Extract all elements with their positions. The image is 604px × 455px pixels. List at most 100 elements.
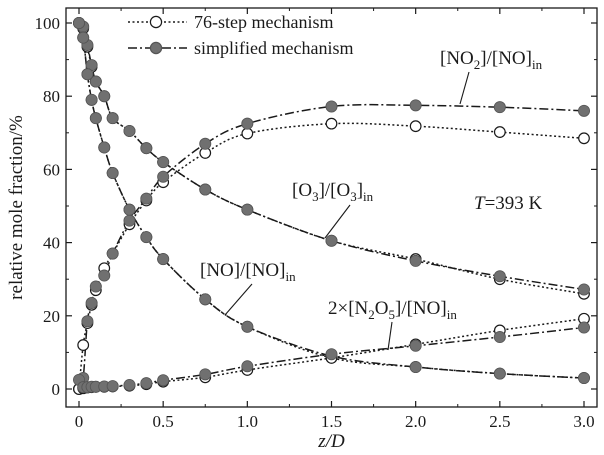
no-label-part: in [285,269,296,284]
no-simplified-point [106,167,119,180]
o3-simplified-point [578,283,591,296]
no2-label: [NO2]/[NO]in [440,48,543,72]
no-simplified-point [409,361,422,374]
no2-simplified-point [106,247,119,260]
no2-76-step-point [241,127,254,140]
n2o5-simplified-point [578,321,591,334]
o3-label-part: 3 [312,189,319,204]
no2-simplified-point [325,100,338,113]
no-label: [NO]/[NO]in [200,260,296,284]
no2-simplified-point [241,117,254,130]
o3-simplified-point [157,156,170,169]
no2-simplified-point [157,170,170,183]
no2-label-part: ]/[NO] [480,48,532,69]
no2-simplified-point [493,101,506,114]
no-label-part: [NO]/[NO] [200,260,285,281]
no2-simplified-point [85,296,98,309]
y-tick-label: 20 [43,307,60,326]
o3-simplified-point [98,90,111,103]
no2-label-part: in [532,57,543,72]
n2o5-simplified-point [325,348,338,361]
o3-simplified-point [493,270,506,283]
n2o5-label-part: in [447,307,458,322]
n2o5-simplified-point [241,360,254,373]
o3-label: [O3]/[O3]in [292,180,374,204]
o3-simplified-point [140,142,153,155]
n2o5-label-part: O [375,298,389,319]
o3-simplified-point [241,203,254,216]
o3-simplified-point [199,183,212,196]
o3-simplified-line [78,22,585,291]
legend-marker-2 [149,41,163,55]
x-tick-label: 2.0 [405,412,426,431]
y-tick-label: 60 [43,160,60,179]
no-simplified-point [493,367,506,380]
legend-marker-1 [149,15,163,29]
o3-simplified-point [409,254,422,267]
n2o5-label-part: 5 [389,307,396,322]
no-simplified-point [199,293,212,306]
n2o5-simplified-point [140,377,153,390]
no2-simplified-point [140,192,153,205]
no-simplified-point [578,372,591,385]
n2o5-simplified-point [409,339,422,352]
n2o5-simplified-point [493,331,506,344]
no2-76-step-point [578,132,590,145]
n2o5-label: 2×[N2O5]/[NO]in [328,298,457,322]
y-axis-title: relative mole fraction/% [6,115,27,300]
n2o5-leader [387,321,393,351]
no2-simplified-point [98,269,111,282]
no2-76-step-point [493,126,506,138]
n2o5-label-part: 2×[N [328,298,369,319]
n2o5-label-part: 2 [368,307,375,322]
temperature-value: =393 K [485,193,543,214]
n2o5-simplified-point [157,374,170,387]
no-simplified-point [73,16,86,29]
n2o5-simplified-point [123,378,136,391]
no2-simplified-point [89,280,102,293]
no-simplified-point [85,93,98,106]
no2-76-step-point [409,120,422,133]
no-simplified-point [241,320,254,333]
o3-label-part: [O [292,180,312,201]
no-simplified-point [81,68,94,81]
no2-leader [459,71,470,105]
n2o5-simplified-point [199,368,212,381]
y-tick-label: 40 [43,234,60,253]
no-simplified-point [157,253,170,266]
no-leader [224,283,253,316]
x-axis-title: z/D [317,431,345,452]
x-tick-label: 1.5 [321,412,342,431]
o3-simplified-point [106,112,119,125]
legend-label-2: simplified mechanism [194,38,353,58]
temperature-label: T=393 K [474,193,543,214]
labels-layer: 0 0.5 1.0 1.5 2.0 2.5 3.0 0 20 40 60 80 100 z/D relati… [6,12,595,452]
no-simplified-point [89,112,102,125]
y-tick-label: 100 [35,14,61,33]
o3-simplified-point [89,75,102,88]
no2-simplified-point [199,137,212,150]
legend-label-1: 76-step mechanism [194,12,333,32]
no-simplified-point [123,203,136,216]
x-tick-label: 0.5 [153,412,174,431]
x-tick-label: 1.0 [237,412,258,431]
temperature-symbol: T [474,193,486,214]
axes-layer [65,7,598,408]
no2-76-step-point [77,339,90,351]
n2o5-simplified-point [106,380,119,393]
o3-label-part: ] [357,180,363,201]
n2o5-label-part: ]/[NO] [395,298,447,319]
o3-leader [324,204,351,239]
o3-label-part: 3 [350,189,357,204]
no-simplified-point [98,141,111,154]
series-markers-layer [73,16,591,395]
no2-simplified-line [78,103,585,390]
no2-76-step-point [325,117,338,130]
no2-simplified-point [409,99,422,112]
o3-simplified-point [123,124,136,137]
no2-simplified-point [578,104,591,117]
x-tick-label: 0 [75,412,84,431]
no2-label-part: 2 [474,57,481,72]
y-tick-label: 80 [43,87,60,106]
